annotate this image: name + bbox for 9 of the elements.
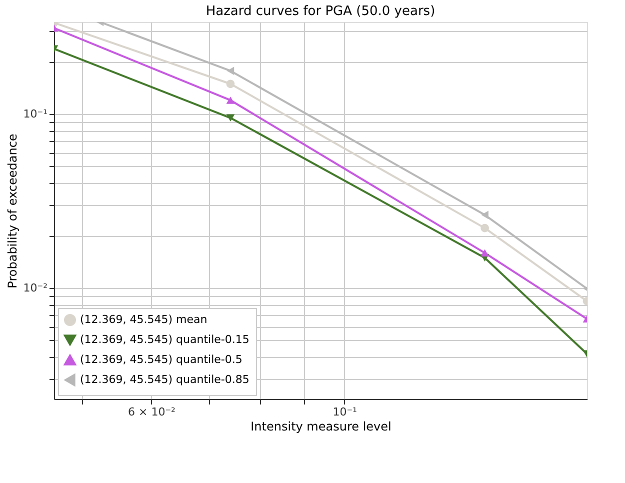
x-axis-title: Intensity measure level <box>250 420 392 434</box>
legend-label: (12.369, 45.545) quantile-0.15 <box>80 333 250 346</box>
y-axis-title: Probability of exceedance <box>5 134 20 288</box>
y-tick-label: 10⁻² <box>23 281 48 294</box>
legend-label: (12.369, 45.545) quantile-0.5 <box>80 353 242 366</box>
chart-title: Hazard curves for PGA (50.0 years) <box>206 4 436 19</box>
x-tick-label: 6 × 10⁻² <box>128 406 176 418</box>
legend-label: (12.369, 45.545) quantile-0.85 <box>80 373 250 386</box>
legend-label: (12.369, 45.545) mean <box>80 313 208 326</box>
